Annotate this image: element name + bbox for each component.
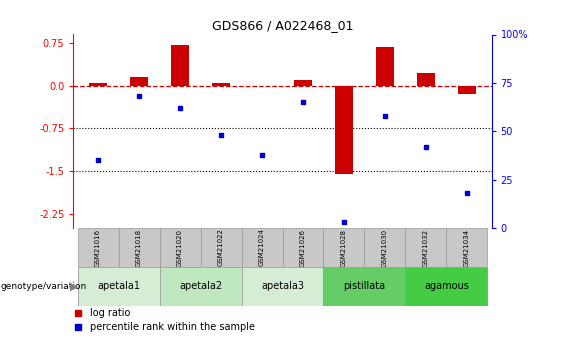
Bar: [324, 267, 406, 306]
Text: GSM21024: GSM21024: [259, 229, 265, 266]
Text: pistillata: pistillata: [344, 281, 385, 291]
Bar: [171, 45, 189, 86]
Text: agamous: agamous: [424, 281, 469, 291]
Text: GSM21028: GSM21028: [341, 228, 347, 266]
Bar: [282, 228, 324, 267]
Text: genotype/variation: genotype/variation: [1, 282, 87, 291]
Bar: [201, 228, 241, 267]
Bar: [334, 86, 353, 174]
Text: GSM21034: GSM21034: [464, 228, 470, 266]
Bar: [130, 77, 148, 86]
Bar: [241, 267, 324, 306]
Bar: [324, 228, 364, 267]
Bar: [159, 228, 201, 267]
Text: apetala3: apetala3: [261, 281, 304, 291]
Bar: [364, 228, 406, 267]
Bar: [458, 86, 476, 94]
Text: GSM21022: GSM21022: [218, 229, 224, 266]
Text: GSM21018: GSM21018: [136, 228, 142, 267]
Text: GSM21030: GSM21030: [382, 228, 388, 267]
Text: GSM21026: GSM21026: [300, 228, 306, 266]
Bar: [446, 228, 488, 267]
Text: GSM21016: GSM21016: [95, 228, 101, 267]
Bar: [89, 83, 107, 86]
Bar: [294, 80, 312, 86]
Text: ▶: ▶: [69, 281, 78, 291]
Text: apetala2: apetala2: [179, 281, 222, 291]
Bar: [212, 83, 231, 86]
Bar: [77, 267, 159, 306]
Text: percentile rank within the sample: percentile rank within the sample: [90, 322, 255, 332]
Text: log ratio: log ratio: [90, 308, 131, 318]
Bar: [406, 267, 488, 306]
Title: GDS866 / A022468_01: GDS866 / A022468_01: [212, 19, 353, 32]
Bar: [406, 228, 446, 267]
Bar: [417, 73, 435, 86]
Bar: [159, 267, 241, 306]
Text: apetala1: apetala1: [97, 281, 140, 291]
Bar: [77, 228, 119, 267]
Text: GSM21020: GSM21020: [177, 228, 183, 266]
Bar: [376, 47, 394, 86]
Text: GSM21032: GSM21032: [423, 228, 429, 266]
Bar: [241, 228, 282, 267]
Bar: [119, 228, 159, 267]
